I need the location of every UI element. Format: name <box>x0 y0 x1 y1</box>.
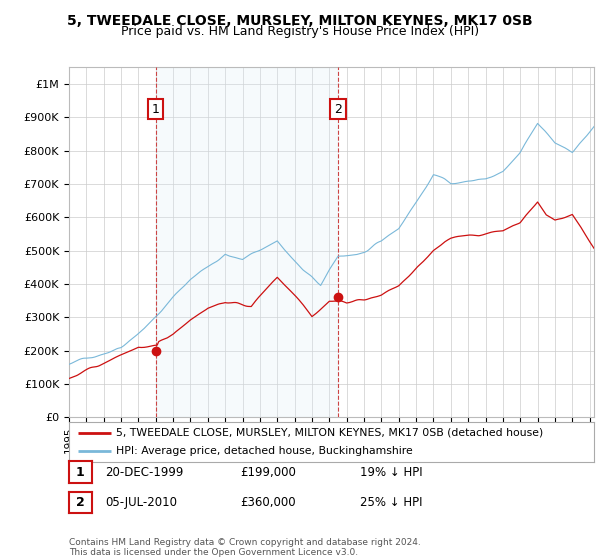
Text: 1: 1 <box>76 465 85 479</box>
Text: HPI: Average price, detached house, Buckinghamshire: HPI: Average price, detached house, Buck… <box>116 446 413 456</box>
Text: 05-JUL-2010: 05-JUL-2010 <box>105 496 177 509</box>
Bar <box>156 67 338 417</box>
Text: 1: 1 <box>152 102 160 116</box>
Text: 19% ↓ HPI: 19% ↓ HPI <box>360 465 422 479</box>
Text: £360,000: £360,000 <box>240 496 296 509</box>
Text: 25% ↓ HPI: 25% ↓ HPI <box>360 496 422 509</box>
Text: 5, TWEEDALE CLOSE, MURSLEY, MILTON KEYNES, MK17 0SB: 5, TWEEDALE CLOSE, MURSLEY, MILTON KEYNE… <box>67 14 533 28</box>
Text: 20-DEC-1999: 20-DEC-1999 <box>105 465 184 479</box>
Text: 5, TWEEDALE CLOSE, MURSLEY, MILTON KEYNES, MK17 0SB (detached house): 5, TWEEDALE CLOSE, MURSLEY, MILTON KEYNE… <box>116 428 544 438</box>
Text: Price paid vs. HM Land Registry's House Price Index (HPI): Price paid vs. HM Land Registry's House … <box>121 25 479 38</box>
Text: £199,000: £199,000 <box>240 465 296 479</box>
Text: 2: 2 <box>334 102 342 116</box>
Text: Contains HM Land Registry data © Crown copyright and database right 2024.
This d: Contains HM Land Registry data © Crown c… <box>69 538 421 557</box>
Text: 2: 2 <box>76 496 85 509</box>
